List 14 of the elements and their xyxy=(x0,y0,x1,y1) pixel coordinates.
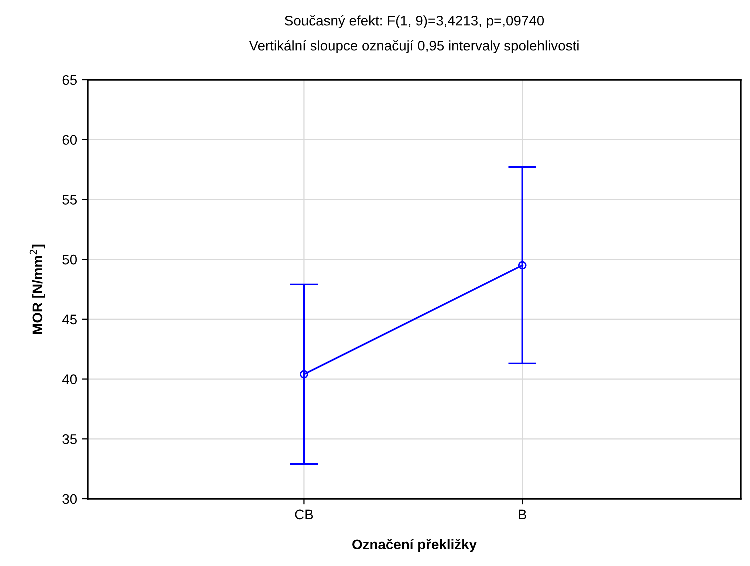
y-tick-label: 50 xyxy=(62,254,78,265)
y-tick-label: 60 xyxy=(62,135,78,146)
y-tick-label: 45 xyxy=(62,314,78,325)
x-tick-label: B xyxy=(519,510,527,520)
y-tick-label: 30 xyxy=(62,494,78,504)
y-tick-label: 55 xyxy=(62,195,78,205)
chart-subtitle: Vertikální sloupce označují 0,95 intervaly spolehlivosti xyxy=(249,40,579,54)
chart-title: Současný efekt: F(1, 9)=3,4213, p=,09740 xyxy=(285,15,544,29)
y-tick-label: 35 xyxy=(62,434,78,444)
x-tick-label: CB xyxy=(295,510,314,520)
y-axis-title: MOR [N/mm$^{2}$] xyxy=(30,244,46,334)
y-tick-label: 40 xyxy=(62,374,78,384)
x-axis-title: Označení překližky xyxy=(352,539,477,552)
y-tick-label: 65 xyxy=(62,75,78,86)
